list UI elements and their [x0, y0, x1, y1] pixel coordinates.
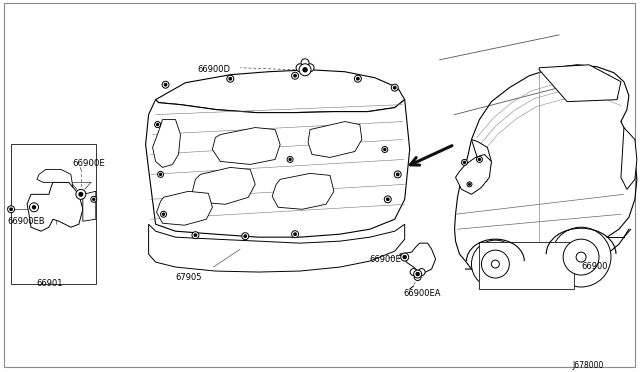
Circle shape: [492, 260, 499, 268]
Circle shape: [413, 270, 422, 278]
Circle shape: [394, 87, 396, 89]
Circle shape: [468, 183, 470, 185]
Text: 66900: 66900: [581, 262, 607, 271]
Text: 66901: 66901: [36, 279, 63, 288]
Polygon shape: [152, 119, 180, 167]
Circle shape: [292, 231, 299, 238]
Circle shape: [418, 269, 425, 276]
Circle shape: [414, 273, 421, 280]
Circle shape: [289, 158, 291, 160]
Polygon shape: [540, 65, 621, 102]
Polygon shape: [472, 140, 492, 177]
Polygon shape: [146, 100, 410, 237]
Circle shape: [157, 171, 164, 177]
Circle shape: [29, 203, 38, 212]
Circle shape: [301, 59, 309, 67]
Text: 66900E: 66900E: [73, 160, 106, 169]
Polygon shape: [27, 182, 83, 231]
Polygon shape: [272, 173, 334, 209]
Polygon shape: [157, 191, 212, 225]
Circle shape: [294, 233, 296, 235]
Circle shape: [387, 198, 389, 201]
Circle shape: [382, 147, 388, 153]
Circle shape: [384, 196, 391, 203]
Polygon shape: [621, 128, 637, 189]
Circle shape: [563, 239, 599, 275]
Circle shape: [287, 157, 293, 163]
Circle shape: [576, 252, 586, 262]
Circle shape: [93, 198, 95, 200]
Circle shape: [416, 273, 419, 276]
Polygon shape: [212, 128, 280, 164]
Polygon shape: [156, 70, 404, 113]
Polygon shape: [37, 169, 73, 187]
Circle shape: [394, 171, 401, 178]
Polygon shape: [308, 122, 362, 157]
Circle shape: [461, 160, 467, 166]
Circle shape: [355, 75, 362, 82]
Circle shape: [397, 173, 399, 176]
Circle shape: [157, 124, 159, 126]
Circle shape: [303, 68, 307, 72]
Circle shape: [91, 196, 97, 202]
Text: 67905: 67905: [175, 273, 202, 282]
Circle shape: [163, 213, 164, 215]
Circle shape: [403, 256, 406, 259]
Polygon shape: [400, 243, 436, 273]
Polygon shape: [479, 242, 574, 289]
Circle shape: [306, 64, 314, 72]
Polygon shape: [83, 191, 96, 221]
Circle shape: [356, 77, 359, 80]
Circle shape: [79, 193, 83, 196]
Circle shape: [227, 75, 234, 82]
Circle shape: [294, 74, 296, 77]
Circle shape: [8, 206, 15, 213]
Circle shape: [299, 64, 311, 76]
Circle shape: [391, 84, 398, 91]
Text: 66900D: 66900D: [197, 65, 230, 74]
Text: 66900EA: 66900EA: [404, 289, 441, 298]
Circle shape: [467, 182, 472, 187]
Circle shape: [481, 250, 509, 278]
Circle shape: [162, 81, 169, 88]
Circle shape: [164, 83, 167, 86]
Circle shape: [401, 253, 409, 261]
Circle shape: [76, 189, 86, 199]
Circle shape: [192, 232, 199, 239]
Circle shape: [155, 122, 161, 128]
Polygon shape: [193, 167, 255, 204]
Circle shape: [384, 148, 386, 150]
Circle shape: [242, 232, 249, 240]
Circle shape: [476, 157, 483, 163]
Circle shape: [244, 235, 246, 237]
Circle shape: [472, 240, 519, 288]
Circle shape: [195, 234, 196, 236]
Circle shape: [33, 206, 35, 209]
Text: 66900E: 66900E: [370, 255, 401, 264]
Text: 66900EB: 66900EB: [7, 217, 45, 226]
Circle shape: [292, 72, 299, 79]
Polygon shape: [148, 224, 404, 272]
Circle shape: [161, 211, 166, 217]
Text: J678000: J678000: [572, 361, 604, 370]
Circle shape: [229, 77, 232, 80]
Circle shape: [479, 158, 481, 160]
Circle shape: [10, 208, 12, 211]
Polygon shape: [456, 154, 492, 194]
Polygon shape: [11, 144, 96, 284]
Circle shape: [159, 173, 161, 175]
Circle shape: [296, 64, 304, 72]
Circle shape: [463, 161, 465, 163]
Circle shape: [410, 269, 417, 276]
Circle shape: [551, 227, 611, 287]
